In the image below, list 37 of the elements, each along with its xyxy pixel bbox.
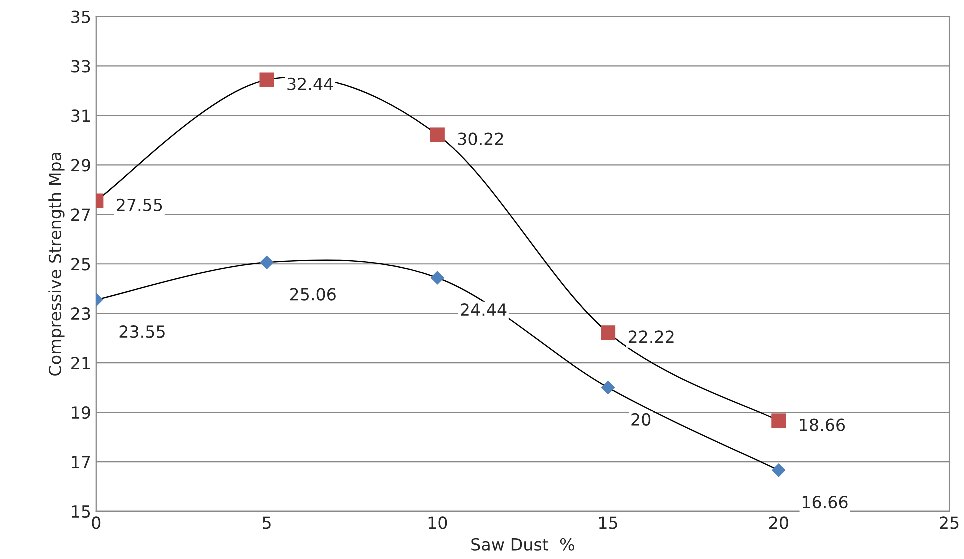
point <box>601 380 616 395</box>
point <box>772 463 786 478</box>
data-label: 25.06 <box>290 288 336 301</box>
y-tick-label: 33 <box>72 60 90 73</box>
y-tick-label: 35 <box>72 10 90 24</box>
y-tick-label: 25 <box>72 258 90 271</box>
x-tick-label: 0 <box>92 516 101 530</box>
x-tick-label: 20 <box>770 516 788 530</box>
y-tick-label: 31 <box>72 110 90 122</box>
x-tick-label: 15 <box>600 516 618 530</box>
point <box>260 72 274 88</box>
point <box>772 414 786 428</box>
data-label: 23.55 <box>120 326 165 338</box>
y-tick-label: 29 <box>72 159 90 172</box>
point <box>430 128 445 142</box>
x-tick-label: 10 <box>428 516 448 530</box>
data-label: 16.66 <box>802 496 848 509</box>
x-tick-label: 5 <box>263 516 271 530</box>
y-tick-label: 23 <box>72 308 90 320</box>
y-tick-label: 17 <box>72 456 90 468</box>
data-label: 27.55 <box>117 198 162 212</box>
data-label: 22.22 <box>628 330 674 344</box>
y-tick-label: 15 <box>72 506 90 518</box>
point <box>260 256 274 270</box>
point <box>430 271 445 285</box>
point <box>601 326 616 340</box>
data-label: 24.44 <box>461 304 507 316</box>
x-tick-label: 25 <box>940 516 959 530</box>
data-label: 20 <box>632 413 651 426</box>
data-label: 32.44 <box>288 78 334 90</box>
y-tick-label: 19 <box>72 406 90 420</box>
y-tick-label: 27 <box>72 208 90 221</box>
data-label: 18.66 <box>800 418 846 432</box>
y-tick-label: 21 <box>72 357 90 370</box>
y-axis-title: Compressive Strength Mpa <box>48 152 65 376</box>
x-axis-title: Saw Dust % <box>472 538 574 551</box>
data-label: 30.22 <box>458 132 504 146</box>
